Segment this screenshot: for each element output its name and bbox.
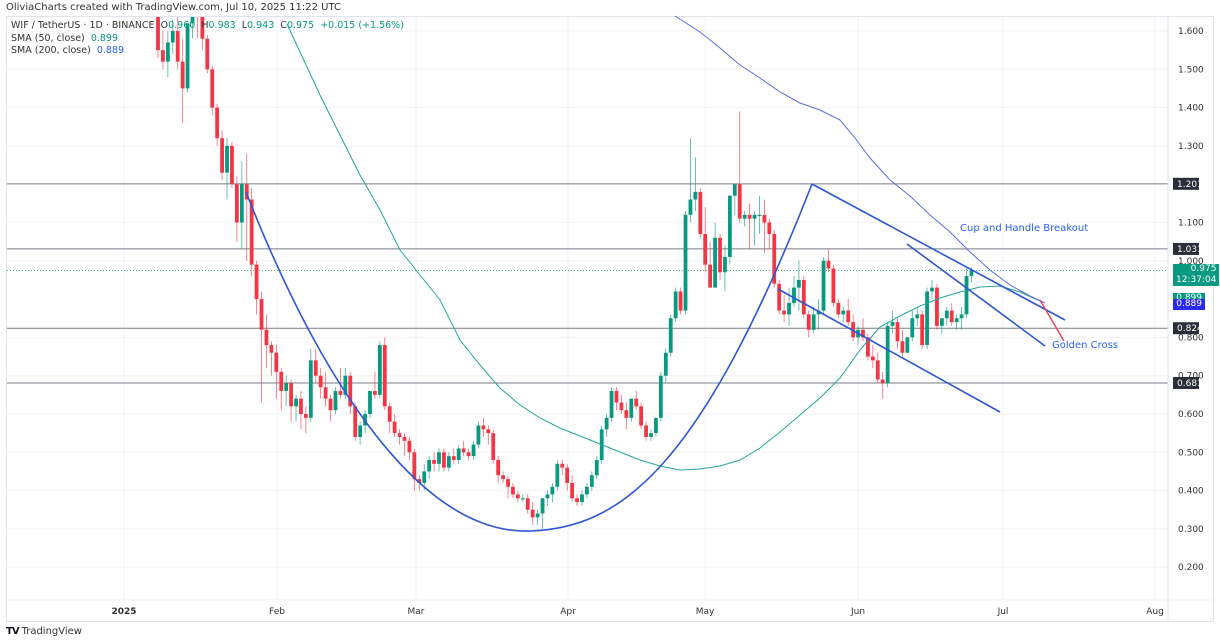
- svg-text:0.500: 0.500: [1178, 448, 1204, 458]
- sma200-line: [674, 15, 1046, 304]
- price-axis: 1.600 1.500 1.400 1.300 1.100 1.000 0.800 0.700…: [1167, 17, 1213, 621]
- svg-text:1.100: 1.100: [1178, 219, 1204, 229]
- sma50-value: 0.899: [90, 32, 119, 44]
- chart-legend: WIF / TetherUS · 1D · BINANCE O0.960 H0.…: [11, 20, 404, 58]
- time-axis: 2025 Feb Mar Apr May Jun Jul Aug: [7, 599, 1213, 617]
- channel-lower-line: [777, 288, 1001, 413]
- chart-frame: [6, 16, 1214, 622]
- svg-text:0.700: 0.700: [1178, 372, 1204, 382]
- symbol-label[interactable]: WIF / TetherUS · 1D · BINANCE: [11, 20, 155, 31]
- svg-text:Aug: Aug: [1146, 607, 1164, 617]
- close-value: 0.975: [286, 20, 315, 31]
- svg-text:1.201: 1.201: [1177, 180, 1203, 190]
- svg-text:0.400: 0.400: [1178, 487, 1204, 497]
- cup-curve: [245, 183, 813, 532]
- annotation-cup-handle: Cup and Handle Breakout: [960, 223, 1089, 234]
- svg-text:1.000: 1.000: [1178, 257, 1204, 267]
- low-value: 0.943: [247, 20, 275, 31]
- svg-text:Mar: Mar: [408, 607, 425, 617]
- chart-credit: OliviaCharts created with TradingView.co…: [6, 2, 341, 13]
- annotation-golden-cross: Golden Cross: [1052, 340, 1119, 351]
- sma200-price-tag: 0.889: [1173, 299, 1205, 311]
- svg-text:Jul: Jul: [997, 607, 1009, 617]
- svg-text:2025: 2025: [111, 607, 136, 617]
- svg-text:0.681: 0.681: [1177, 379, 1203, 389]
- tradingview-logo[interactable]: TV TradingView: [6, 626, 82, 637]
- open-value: 0.960: [168, 20, 196, 31]
- legend-symbol-row[interactable]: WIF / TetherUS · 1D · BINANCE O0.960 H0.…: [11, 20, 404, 31]
- svg-text:1.600: 1.600: [1178, 27, 1204, 37]
- svg-text:May: May: [696, 607, 715, 617]
- sma200-value: 0.889: [96, 45, 125, 56]
- sma50-line: [286, 23, 1041, 471]
- sma50-price-tag: 0.899: [1173, 293, 1205, 305]
- legend-sma200-row[interactable]: SMA (200, close) 0.889: [11, 45, 125, 56]
- svg-text:1.031: 1.031: [1177, 245, 1203, 255]
- golden-cross-arrow: [1039, 299, 1065, 342]
- channel-upper-line: [811, 183, 1066, 321]
- high-value: 0.983: [208, 20, 236, 31]
- tradingview-mark-icon: TV: [6, 626, 20, 637]
- svg-text:0.200: 0.200: [1178, 563, 1204, 573]
- handle-line: [906, 243, 1046, 347]
- grid-lines: [7, 17, 1168, 600]
- svg-text:0.800: 0.800: [1178, 333, 1204, 343]
- svg-text:Apr: Apr: [560, 607, 576, 617]
- change-value: +0.015 (+1.56%): [320, 20, 404, 31]
- svg-text:1.300: 1.300: [1178, 142, 1204, 152]
- svg-text:0.300: 0.300: [1178, 525, 1204, 535]
- svg-text:0.824: 0.824: [1177, 324, 1203, 334]
- svg-text:1.500: 1.500: [1178, 65, 1204, 75]
- svg-text:0.600: 0.600: [1178, 410, 1204, 420]
- svg-text:Feb: Feb: [269, 607, 285, 617]
- legend-sma50-row[interactable]: SMA (50, close) 0.899: [11, 32, 119, 44]
- horizontal-levels: [7, 183, 1168, 384]
- svg-text:1.400: 1.400: [1178, 104, 1204, 114]
- svg-text:Jun: Jun: [850, 607, 865, 617]
- current-price-tag: 0.975 12:37:04: [1173, 264, 1220, 287]
